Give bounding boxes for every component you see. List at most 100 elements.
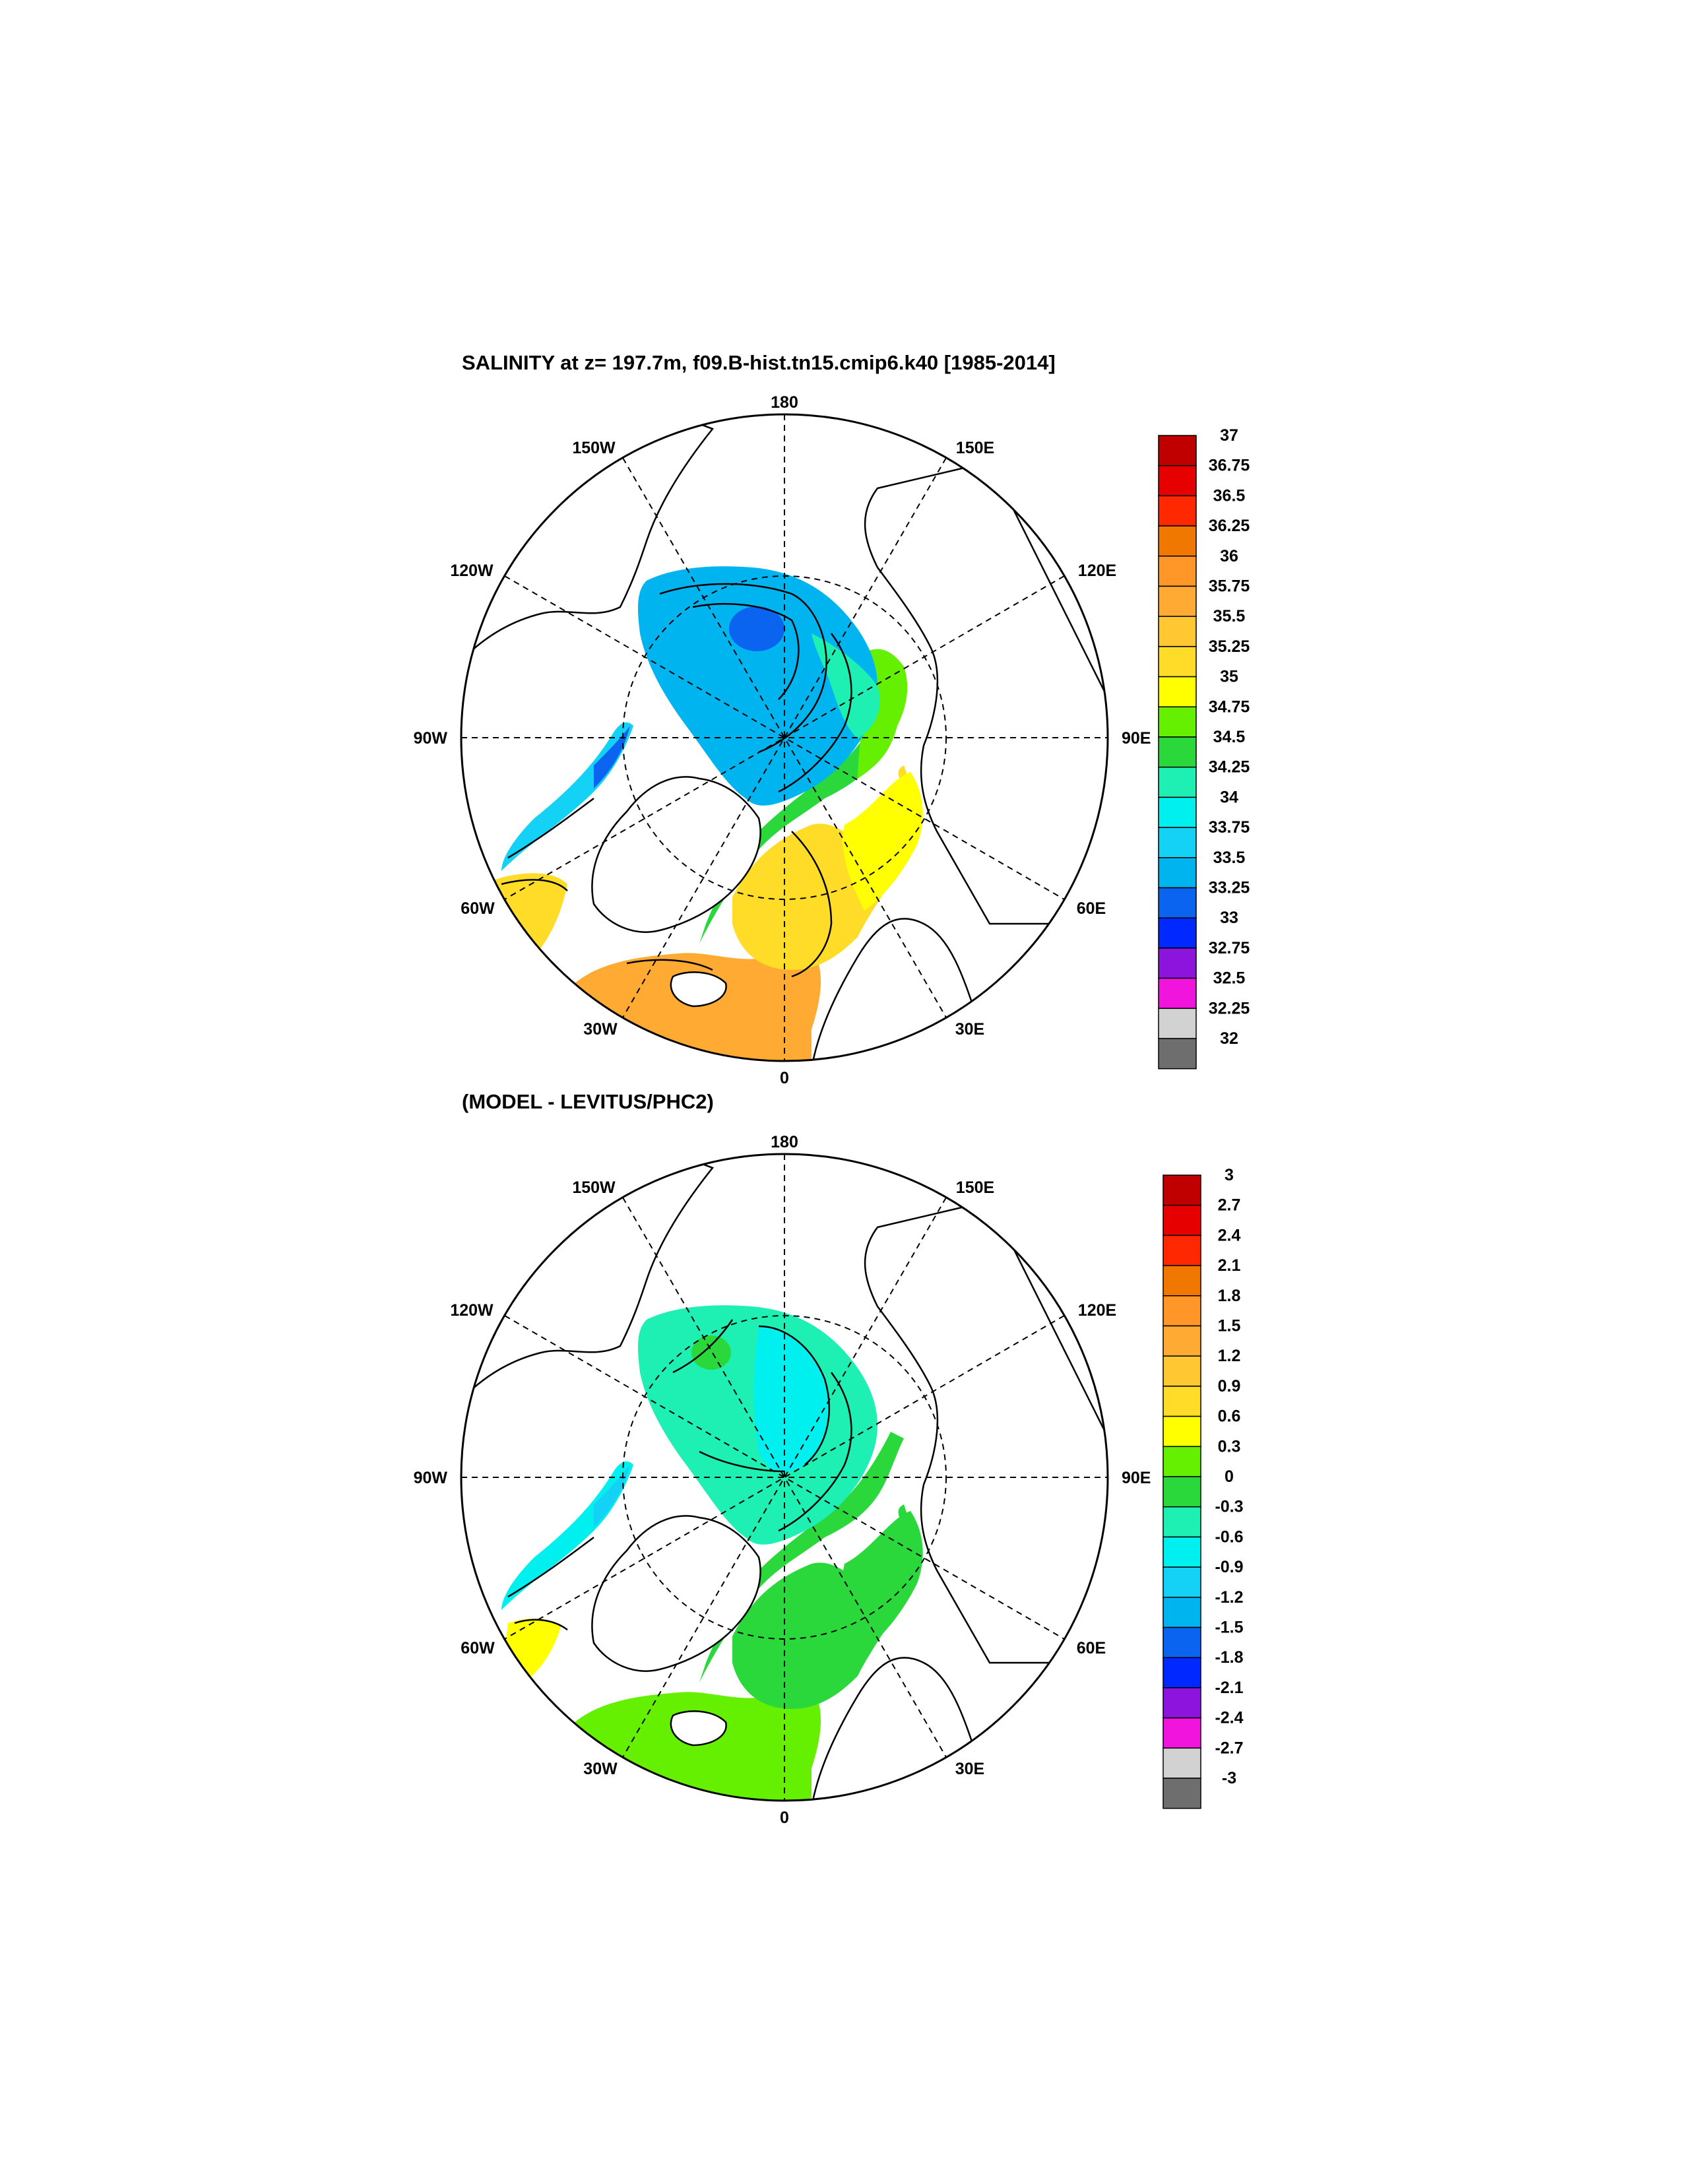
p1-cb-label-13: 33.75 — [1209, 818, 1250, 837]
p1-field-barents — [843, 772, 923, 911]
p2-field-green — [699, 1432, 904, 1683]
p1-cb-swatch-4 — [1158, 556, 1197, 587]
panel1-title: SALINITY at z= 197.7m, f09.B-hist.tn15.c… — [462, 351, 1056, 374]
p2-map-border — [460, 1153, 1109, 1802]
p1-eurasia — [864, 461, 1108, 925]
p1-lon-90w: 90W — [414, 729, 448, 748]
p2-cb-swatch-4 — [1163, 1295, 1201, 1327]
p2-cb-label-11: -0.3 — [1215, 1498, 1243, 1516]
p1-cb-label-6: 35.5 — [1213, 607, 1246, 626]
p1-lon-150e: 150E — [956, 439, 994, 457]
p1-lon-0: 0 — [780, 1069, 789, 1087]
p2-lon-90e: 90E — [1122, 1469, 1151, 1487]
p1-cb-swatch-7 — [1158, 646, 1197, 678]
p1-cb-swatch-2 — [1158, 495, 1197, 527]
p1-cb-label-14: 33.5 — [1213, 849, 1246, 867]
p2-cb-label-6: 1.2 — [1218, 1347, 1241, 1365]
p2-cb-label-16: -1.8 — [1215, 1648, 1243, 1667]
p2-contours — [507, 1319, 852, 1631]
p1-field-norwegian — [732, 765, 916, 970]
p2-cb-label-3: 2.1 — [1218, 1256, 1241, 1275]
p2-lon-150e: 150E — [956, 1178, 994, 1197]
p1-cb-swatch-18 — [1158, 977, 1197, 1010]
p1-cb-label-12: 34 — [1220, 788, 1238, 806]
p1-cb-label-5: 35.75 — [1209, 577, 1250, 596]
p1-cb-label-0: 37 — [1220, 426, 1238, 445]
p1-cb-label-7: 35.25 — [1209, 637, 1250, 656]
p2-cb-label-5: 1.5 — [1218, 1317, 1241, 1335]
p1-cb-swatch-20 — [1158, 1038, 1197, 1070]
p2-cb-label-15: -1.5 — [1215, 1619, 1243, 1637]
p2-colorbar: 3 2.7 2.4 2.1 1.8 1.5 1.2 0.9 0.6 0.3 0 -0.3 -0.6 -0.… — [1163, 1166, 1244, 1809]
p2-cb-swatch-14 — [1163, 1597, 1201, 1628]
p1-field-baffin-deep — [594, 726, 630, 788]
p2-cb-swatch-15 — [1163, 1626, 1201, 1658]
p2-cb-label-8: 0.6 — [1218, 1407, 1241, 1426]
p2-field-norwegian — [732, 1504, 916, 1709]
p2-field-high — [691, 1335, 731, 1370]
p2-cb-label-9: 0.3 — [1218, 1437, 1241, 1456]
p2-lon-120e: 120E — [1078, 1301, 1116, 1320]
p1-lon-30w: 30W — [583, 1020, 618, 1039]
p2-lon-0: 0 — [780, 1809, 789, 1827]
p1-cb-label-2: 36.5 — [1213, 486, 1246, 505]
p2-cb-label-17: -2.1 — [1215, 1679, 1243, 1697]
p2-field-arctic-core — [753, 1326, 829, 1472]
p1-cb-swatch-13 — [1158, 827, 1197, 858]
p2-cb-swatch-16 — [1163, 1657, 1201, 1688]
p2-cb-swatch-11 — [1163, 1506, 1201, 1538]
p2-cb-label-7: 0.9 — [1218, 1377, 1241, 1396]
p2-cb-swatch-2 — [1163, 1235, 1201, 1266]
p1-field-labrador — [462, 873, 567, 963]
p1-cb-swatch-0 — [1158, 435, 1197, 466]
p2-cb-swatch-9 — [1163, 1446, 1201, 1477]
p2-lon-120w: 120W — [450, 1301, 494, 1320]
p2-cb-label-19: -2.7 — [1215, 1739, 1243, 1757]
p2-lon-90w: 90W — [414, 1469, 448, 1487]
p1-iceland — [670, 971, 727, 1008]
p2-cb-swatch-5 — [1163, 1325, 1201, 1357]
p2-cb-swatch-19 — [1163, 1747, 1201, 1779]
p1-cb-label-17: 32.75 — [1209, 939, 1250, 957]
p1-cb-swatch-5 — [1158, 585, 1197, 617]
p1-cb-label-1: 36.75 — [1209, 457, 1250, 475]
p2-cb-label-2: 2.4 — [1218, 1226, 1241, 1244]
p2-cb-label-10: 0 — [1225, 1467, 1234, 1486]
p1-lon-30e: 30E — [955, 1020, 984, 1039]
p1-lon-labels: 180 150W 150E 120W 120E 90W 90E 60W 60E … — [414, 393, 1151, 1087]
p2-cb-swatch-17 — [1163, 1687, 1201, 1719]
p1-cb-label-11: 34.25 — [1209, 758, 1250, 777]
p1-cb-label-16: 33 — [1220, 909, 1238, 927]
p2-field-barents — [843, 1511, 923, 1650]
p1-cb-swatch-12 — [1158, 796, 1197, 828]
p2-lon-60e: 60E — [1077, 1639, 1106, 1657]
p2-cb-swatch-1 — [1163, 1204, 1201, 1237]
p2-iceland — [670, 1710, 727, 1747]
p1-cb-label-15: 33.25 — [1209, 879, 1250, 897]
panel1-map — [461, 414, 1108, 1061]
p1-lon-120e: 120E — [1078, 562, 1116, 580]
p2-cb-swatch-10 — [1163, 1476, 1201, 1508]
p1-cb-label-3: 36.25 — [1209, 517, 1250, 535]
p1-lon-150w: 150W — [572, 439, 616, 457]
p1-colorbar: 37 36.75 36.5 36.25 36 35.75 35.5 35.25 35 34.75 3… — [1158, 426, 1250, 1070]
p1-cb-swatch-14 — [1158, 857, 1197, 889]
p1-cb-swatch-3 — [1158, 525, 1197, 557]
p2-cb-label-1: 2.7 — [1218, 1196, 1241, 1215]
p1-field-arctic-rim — [812, 633, 880, 739]
p2-lon-60w: 60W — [461, 1639, 495, 1657]
p1-lon-90e: 90E — [1122, 729, 1151, 748]
p1-cb-swatch-10 — [1158, 736, 1197, 768]
p2-cb-swatch-18 — [1163, 1717, 1201, 1749]
p1-cb-swatch-11 — [1158, 766, 1197, 798]
p2-cb-label-12: -0.6 — [1215, 1527, 1243, 1546]
p2-cb-swatch-3 — [1163, 1265, 1201, 1297]
p1-cb-swatch-6 — [1158, 616, 1197, 647]
p1-cb-label-9: 34.75 — [1209, 697, 1250, 716]
p1-field-arctic — [638, 566, 877, 806]
p2-field-baffin-deep — [594, 1465, 630, 1527]
p1-lon-60w: 60W — [461, 899, 495, 918]
p2-cb-label-14: -1.2 — [1215, 1588, 1243, 1607]
p1-lon-120w: 120W — [450, 562, 494, 580]
